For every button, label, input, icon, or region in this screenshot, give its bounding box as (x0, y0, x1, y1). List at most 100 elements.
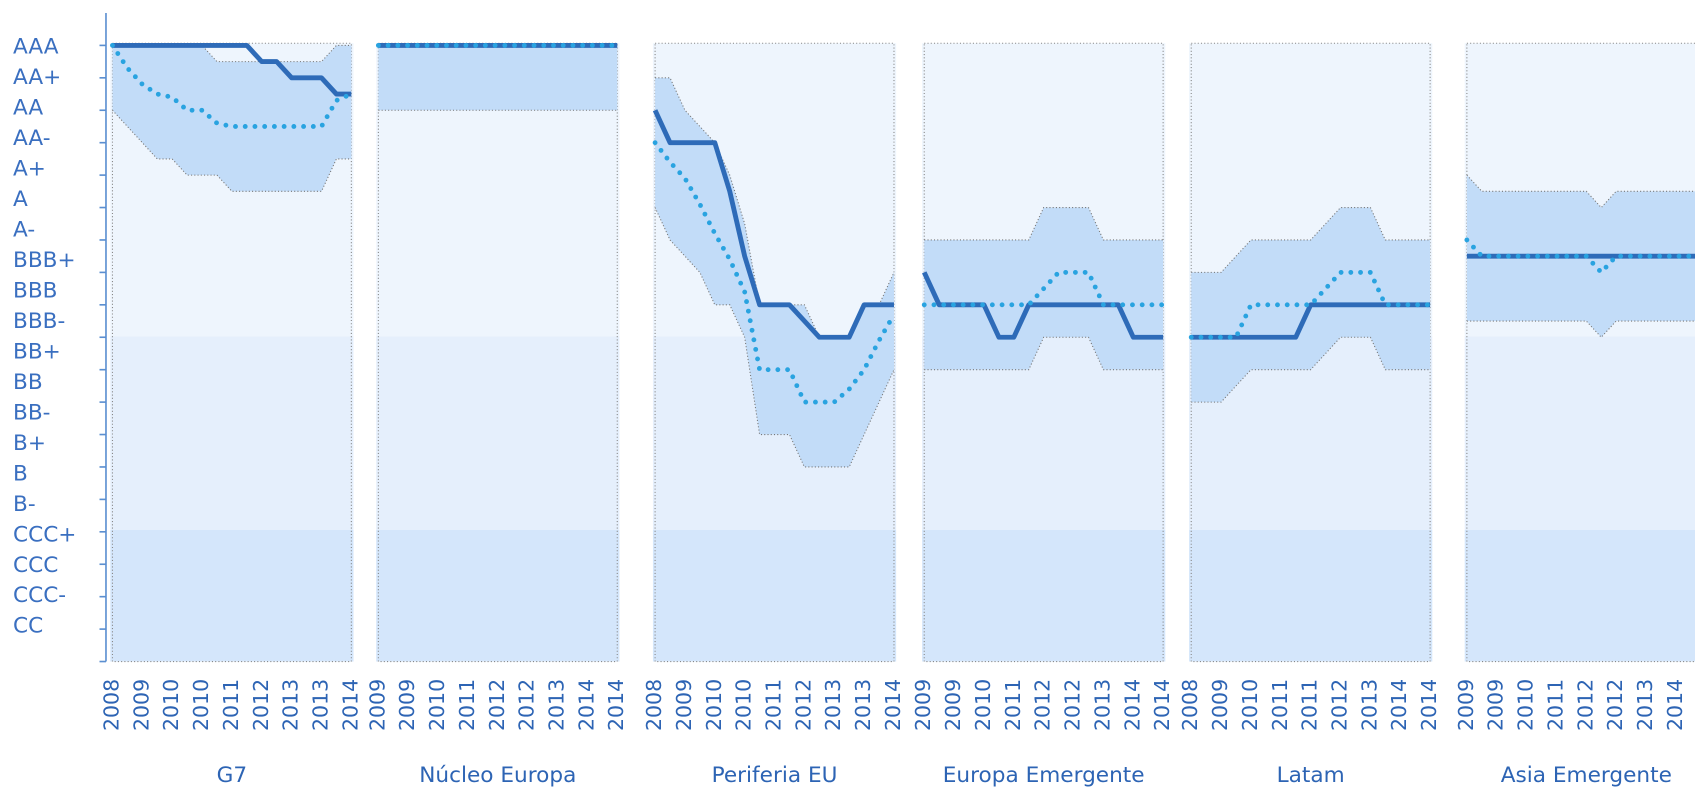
zone (376, 529, 620, 662)
x-tick-label: 2010 (425, 679, 449, 731)
x-tick-label: 2011 (219, 679, 243, 731)
y-tick-label: CC (13, 614, 43, 639)
series-line (652, 109, 894, 340)
x-tick-label: 2013 (851, 679, 875, 731)
x-tick-label: 2011 (762, 679, 786, 731)
x-tick-label: 2013 (279, 679, 303, 731)
y-tick-label: BBB+ (13, 248, 76, 273)
y-tick-label: BB (13, 370, 43, 395)
panel-title: Núcleo Europa (419, 763, 576, 788)
x-tick-label: 2010 (732, 679, 756, 731)
y-tick-label: CCC (13, 553, 58, 578)
x-tick-label: 2011 (1001, 679, 1025, 731)
x-tick-label: 2012 (1573, 679, 1597, 731)
x-tick-label: 2009 (1208, 679, 1232, 731)
panel-title: Europa Emergente (943, 763, 1145, 788)
x-tick-label: 2014 (1663, 679, 1687, 731)
range-edge (1191, 206, 1431, 273)
x-tick-label: 2009 (365, 679, 389, 731)
x-tick-label: 2013 (821, 679, 845, 731)
x-tick-label: 2010 (189, 679, 213, 731)
range-edge (924, 206, 1164, 241)
x-tick-label: 2014 (1387, 679, 1411, 731)
x-tick-label: 2013 (308, 679, 332, 731)
x-tick-label: 2010 (159, 679, 183, 731)
x-tick-label: 2013 (1633, 679, 1657, 731)
range-edge (924, 336, 1164, 371)
x-tick-label: 2011 (1268, 679, 1292, 731)
x-tick-label: 2008 (642, 679, 666, 731)
x-tick-label: 2013 (545, 679, 569, 731)
x-tick-label: 2012 (791, 679, 815, 731)
series-line (1464, 237, 1695, 275)
x-tick-label: 2012 (1031, 679, 1055, 731)
x-tick-label: 2011 (1298, 679, 1322, 731)
series-line (110, 42, 354, 129)
x-tick-label: 2010 (1514, 679, 1538, 731)
panel-title: Asia Emergente (1501, 763, 1672, 788)
y-tick-label: A+ (13, 156, 46, 181)
x-tick-label: 2014 (1150, 679, 1174, 731)
y-tick-label: B- (13, 492, 36, 517)
x-tick-label: 2009 (672, 679, 696, 731)
y-tick-label: BBB- (13, 309, 65, 334)
x-tick-label: 2009 (941, 679, 965, 731)
y-tick-label: B (13, 461, 28, 486)
y-tick-label: AA- (13, 126, 51, 151)
zone (110, 336, 354, 530)
y-tick-label: A (13, 187, 28, 212)
series-line (921, 269, 1166, 308)
range-edge (1191, 336, 1431, 403)
zone (110, 529, 354, 662)
x-tick-label: 2011 (1543, 679, 1567, 731)
x-tick-label: 2014 (1693, 679, 1695, 731)
zone (1464, 336, 1695, 530)
x-tick-label: 2014 (881, 679, 905, 731)
y-tick-label: BBB (13, 278, 57, 303)
x-tick-label: 2013 (1357, 679, 1381, 731)
x-tick-label: 2014 (338, 679, 362, 731)
x-tick-label: 2009 (395, 679, 419, 731)
x-tick-label: 2013 (1090, 679, 1114, 731)
x-tick-label: 2012 (1603, 679, 1627, 731)
y-tick-label: AAA (13, 35, 59, 60)
x-tick-label: 2011 (455, 679, 479, 731)
x-tick-label: 2009 (911, 679, 935, 731)
x-tick-label: 2010 (971, 679, 995, 731)
panel-frame (377, 42, 618, 663)
x-tick-label: 2012 (515, 679, 539, 731)
y-tick-label: BB- (13, 400, 50, 425)
x-tick-label: 2012 (249, 679, 273, 731)
panel-title: Latam (1277, 763, 1345, 788)
range-band (112, 45, 352, 192)
range-edge (1466, 174, 1695, 209)
y-tick-label: CCC- (13, 583, 66, 608)
x-tick-label: 2012 (1328, 679, 1352, 731)
range-band (378, 45, 618, 111)
panel-frame (1466, 42, 1695, 663)
x-tick-label: 2009 (1454, 679, 1478, 731)
panel-frame (111, 42, 352, 663)
zone (376, 336, 620, 530)
y-tick-label: AA (13, 96, 43, 121)
range-edge (1466, 320, 1695, 339)
panel-title: Periferia EU (712, 763, 838, 788)
range-edge (112, 109, 352, 192)
series-line (1188, 269, 1433, 340)
zone (1189, 529, 1433, 662)
x-tick-label: 2010 (1238, 679, 1262, 731)
y-tick-label: B+ (13, 431, 46, 456)
x-tick-label: 2012 (485, 679, 509, 731)
x-tick-label: 2008 (1178, 679, 1202, 731)
x-tick-label: 2009 (129, 679, 153, 731)
y-tick-label: A- (13, 217, 35, 242)
x-tick-label: 2014 (1120, 679, 1144, 731)
panel-title: G7 (217, 763, 248, 788)
zone (1464, 529, 1695, 662)
zone (652, 529, 897, 662)
x-tick-label: 2014 (1417, 679, 1441, 731)
x-tick-label: 2009 (1484, 679, 1508, 731)
x-tick-label: 2014 (574, 679, 598, 731)
